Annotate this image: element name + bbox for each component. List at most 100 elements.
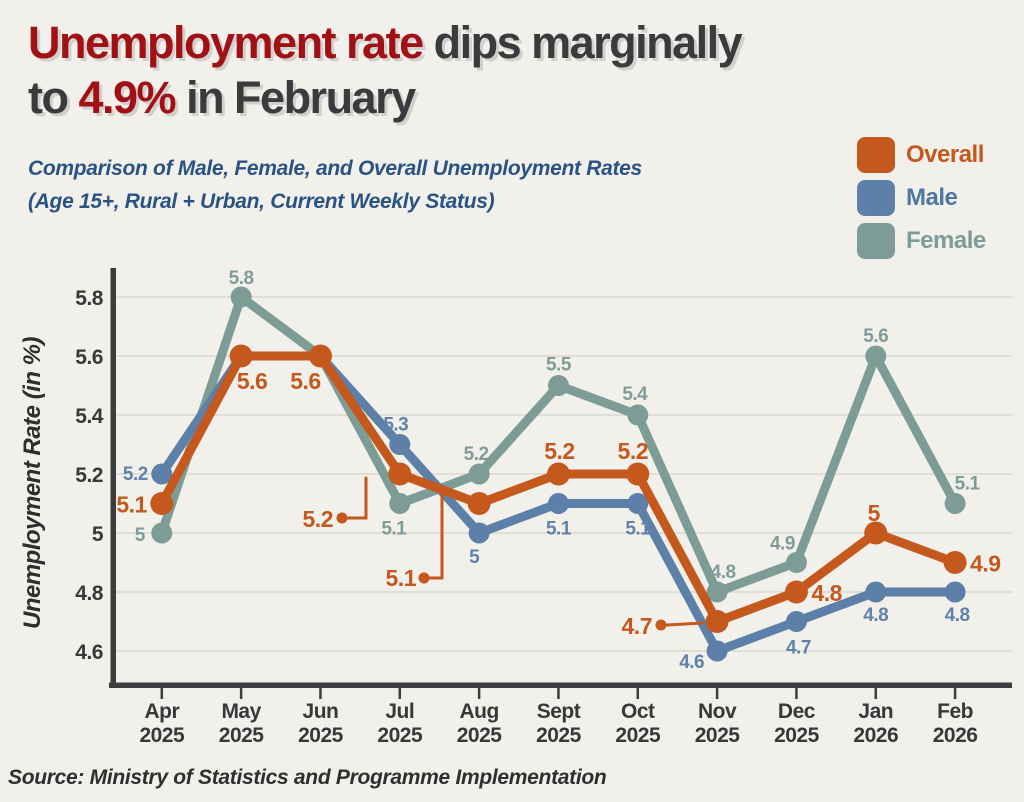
x-tick-label-month: Jan: [858, 700, 893, 723]
point-female-6: [627, 404, 649, 426]
title-highlight: Unemployment rate: [28, 17, 424, 68]
point-label-overall-6: 5.2: [618, 438, 648, 464]
legend-item-overall: Overall: [857, 137, 986, 173]
x-tick-label-year: 2025: [615, 724, 661, 747]
y-tick-label: 5.8: [75, 287, 104, 310]
callout-label: 4.7: [622, 613, 652, 639]
point-overall-6: [626, 462, 650, 486]
point-label-female-5: 5.5: [546, 355, 572, 376]
callout-dot: [655, 619, 667, 631]
point-label-overall-10: 4.9: [970, 551, 1000, 577]
y-axis-line: [110, 268, 116, 688]
x-tick-label-month: Feb: [937, 700, 973, 723]
x-tick: [398, 688, 402, 699]
point-female-7: [706, 581, 728, 603]
point-female-9: [865, 345, 887, 367]
callout-connector: [665, 621, 705, 627]
point-female-0: [151, 522, 173, 544]
point-label-overall-1: 5.6: [237, 368, 267, 394]
x-tick-label-month: Oct: [621, 700, 655, 723]
y-tick-label: 5.2: [75, 464, 103, 487]
subtitle-line-2: (Age 15+, Rural + Urban, Current Weekly …: [28, 189, 495, 213]
point-male-4: [468, 522, 490, 544]
x-tick-label-month: Sept: [537, 700, 581, 723]
x-tick-label-month: Jul: [385, 700, 414, 723]
point-label-female-6: 5.4: [622, 384, 648, 405]
x-tick: [874, 688, 878, 699]
callout-dot: [418, 572, 430, 584]
x-tick-label-year: 2025: [774, 724, 820, 747]
point-male-5: [547, 493, 569, 514]
y-tick-label: 5: [92, 523, 104, 546]
x-tick: [795, 688, 798, 699]
point-label-female-7: 4.8: [711, 562, 736, 583]
title-text: in February: [175, 71, 416, 123]
point-female-4: [468, 463, 490, 485]
point-label-male-6: 5.1: [625, 519, 651, 540]
y-tick-label: 4.8: [75, 582, 104, 605]
point-label-female-9: 5.6: [863, 326, 888, 347]
callout-label: 5.2: [303, 506, 333, 532]
page-title: Unemployment rate dips marginally to 4.9…: [28, 16, 743, 126]
x-tick-label-year: 2025: [377, 724, 423, 747]
x-tick: [477, 688, 481, 699]
point-label-male-4: 5: [469, 547, 480, 568]
title-line-2: to 4.9% in February: [28, 71, 741, 126]
point-label-male-3: 5.3: [383, 415, 408, 436]
legend-swatch-overall: [857, 137, 895, 173]
x-tick-label-year: 2025: [219, 724, 265, 747]
x-tick-label-month: Nov: [698, 700, 737, 723]
y-axis-title: Unemployment Rate (in %): [19, 336, 46, 630]
x-tick: [557, 688, 560, 699]
callout-connector: [346, 476, 368, 520]
subtitle-line-1: Comparison of Male, Female, and Overall …: [28, 157, 642, 180]
legend-swatch-female: [857, 223, 895, 259]
legend-label: Male: [906, 184, 958, 211]
legend-label: Overall: [906, 141, 984, 168]
point-male-6: [627, 493, 649, 514]
point-label-female-3: 5.1: [381, 519, 407, 540]
point-label-female-8: 4.9: [770, 534, 795, 555]
point-label-male-5: 5.1: [546, 519, 572, 540]
x-tick: [239, 688, 243, 699]
point-label-overall-5: 5.2: [544, 438, 574, 464]
point-overall-8: [784, 580, 808, 604]
point-label-overall-0: 5.1: [116, 492, 147, 518]
point-overall-10: [943, 551, 967, 574]
point-female-5: [547, 375, 569, 396]
point-overall-4: [467, 492, 491, 515]
legend-item-male: Male: [857, 180, 986, 216]
point-overall-9: [864, 521, 888, 545]
point-label-female-4: 5.2: [464, 444, 489, 465]
y-tick-label: 5.6: [75, 346, 103, 369]
point-overall-1: [229, 344, 253, 368]
y-tick-label: 4.6: [75, 641, 103, 664]
point-label-male-10: 4.8: [945, 605, 970, 626]
point-male-9: [865, 581, 887, 603]
chart-subtitle: Comparison of Male, Female, and Overall …: [28, 153, 642, 218]
point-female-3: [389, 493, 411, 514]
title-text: to: [28, 71, 79, 123]
x-tick: [715, 688, 719, 699]
point-male-8: [785, 611, 807, 632]
point-male-7: [706, 640, 728, 662]
legend-label: Female: [906, 227, 986, 254]
x-tick-label-month: Apr: [144, 700, 179, 723]
x-tick-label-month: Dec: [778, 700, 816, 723]
y-tick-label: 5.4: [75, 405, 104, 428]
point-male-3: [389, 434, 411, 455]
x-tick-label-year: 2025: [139, 724, 185, 747]
legend: Overall Male Female: [857, 137, 986, 259]
callout-connector: [428, 493, 444, 580]
title-line-1: Unemployment rate dips marginally: [28, 16, 743, 71]
point-label-male-0: 5.2: [123, 464, 148, 485]
callout-label: 5.1: [386, 565, 417, 591]
point-male-0: [151, 463, 173, 485]
x-tick-label-year: 2026: [933, 724, 978, 747]
point-label-overall-9: 5: [868, 500, 881, 526]
point-female-1: [230, 286, 252, 308]
x-tick: [160, 688, 164, 699]
point-male-10: [944, 581, 966, 603]
title-highlight: 4.9%: [78, 71, 176, 123]
